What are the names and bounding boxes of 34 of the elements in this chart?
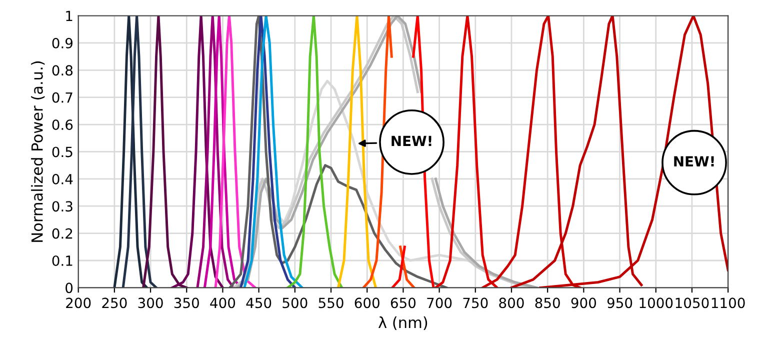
y-tick-label: 1: [66, 10, 72, 22]
x-tick-label: 1000: [640, 298, 673, 308]
x-tick-label: 200: [66, 298, 91, 308]
y-axis-title: Normalized Power (a.u.): [31, 61, 45, 242]
y-tick-label: 0.8: [52, 65, 73, 76]
x-tick-label: 650: [390, 298, 416, 308]
y-tick-label: 0.1: [52, 255, 72, 266]
x-tick-label: 250: [102, 298, 127, 308]
y-tick-label: 0.6: [52, 120, 73, 130]
y-tick-label: 0.2: [52, 228, 72, 239]
annotation: NEW!: [674, 156, 714, 166]
y-tick-label: 0.9: [52, 38, 72, 48]
x-tick-label: 600: [354, 298, 380, 308]
y-tick-label: 0.3: [52, 201, 72, 212]
x-tick-label: 850: [535, 298, 560, 308]
x-tick-label: 350: [174, 298, 199, 308]
y-tick-label: 0.4: [52, 174, 73, 184]
y-tick-label: 0: [66, 282, 73, 294]
x-tick-label: 400: [210, 298, 236, 308]
x-tick-label: 750: [463, 298, 488, 308]
x-tick-label: 700: [427, 298, 452, 308]
annotation: NEW!: [392, 136, 432, 146]
x-tick-label: 950: [607, 298, 632, 308]
y-tick-label: 0.7: [52, 92, 72, 103]
x-tick-label: 900: [571, 298, 596, 308]
x-axis-title: λ (nm): [378, 316, 428, 330]
x-tick-label: 1050: [676, 298, 709, 308]
x-tick-label: 800: [499, 298, 524, 308]
x-tick-label: 1100: [712, 298, 745, 308]
x-tick-label: 550: [318, 298, 344, 308]
x-tick-label: 450: [246, 298, 272, 308]
y-tick-label: 0.5: [52, 146, 72, 158]
x-tick-label: 500: [282, 298, 308, 308]
x-tick-label: 300: [138, 298, 163, 308]
